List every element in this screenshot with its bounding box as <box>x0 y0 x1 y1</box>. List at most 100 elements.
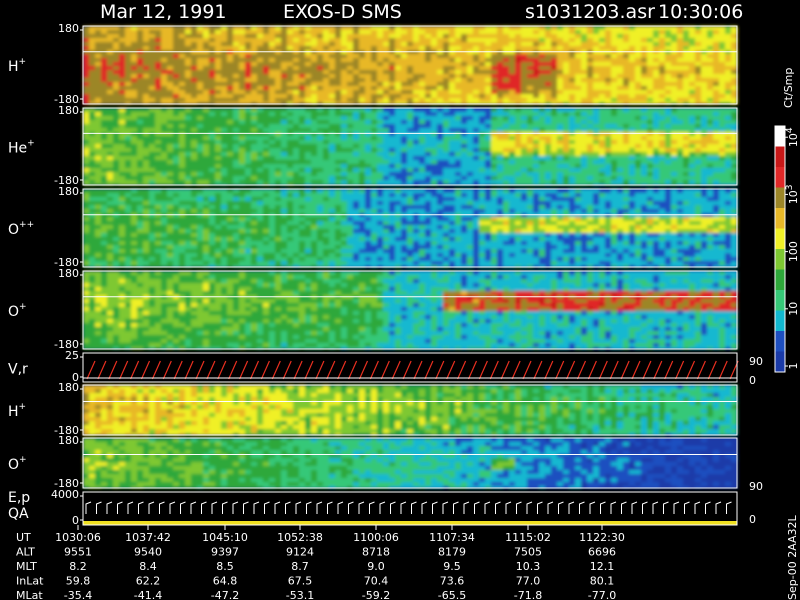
heatmap-cell <box>605 176 612 181</box>
heatmap-cell <box>209 180 216 185</box>
heatmap-cell <box>629 66 636 71</box>
heatmap-cell <box>389 78 396 83</box>
heatmap-cell <box>131 50 138 55</box>
heatmap-cell <box>173 132 180 137</box>
heatmap-cell <box>221 98 228 103</box>
heatmap-cell <box>185 120 192 125</box>
heatmap-cell <box>449 34 456 39</box>
heatmap-cell <box>329 140 336 145</box>
heatmap-cell <box>311 70 318 75</box>
heatmap-cell <box>167 233 174 238</box>
heatmap-cell <box>209 201 216 206</box>
heatmap-cell <box>479 38 486 43</box>
heatmap-cell <box>569 38 576 43</box>
heatmap-cell <box>107 98 114 103</box>
heatmap-cell <box>89 189 96 194</box>
heatmap-cell <box>353 66 360 71</box>
heatmap-cell <box>155 217 162 222</box>
heatmap-cell <box>113 217 120 222</box>
heatmap-cell <box>215 90 222 95</box>
heatmap-cell <box>215 86 222 91</box>
heatmap-cell <box>599 98 606 103</box>
heatmap-cell <box>443 144 450 149</box>
heatmap-cell <box>293 132 300 137</box>
heatmap-cell <box>167 98 174 103</box>
heatmap-cell <box>593 50 600 55</box>
heatmap-cell <box>569 62 576 67</box>
heatmap-cell <box>185 148 192 153</box>
heatmap-cell <box>221 86 228 91</box>
heatmap-cell <box>137 144 144 149</box>
heatmap-cell <box>221 237 228 242</box>
heatmap-cell <box>251 90 258 95</box>
heatmap-cell <box>257 58 264 63</box>
heatmap-cell <box>365 152 372 157</box>
heatmap-cell <box>83 229 90 234</box>
heatmap-cell <box>443 62 450 67</box>
heatmap-cell <box>641 62 648 67</box>
heatmap-cell <box>173 66 180 71</box>
heatmap-cell <box>137 54 144 59</box>
heatmap-cell <box>113 30 120 35</box>
heatmap-cell <box>185 233 192 238</box>
heatmap-cell <box>419 54 426 59</box>
heatmap-cell <box>311 164 318 169</box>
heatmap-cell <box>383 38 390 43</box>
heatmap-cell <box>485 82 492 87</box>
heatmap-cell <box>395 136 402 141</box>
heatmap-cell <box>233 108 240 113</box>
heatmap-cell <box>677 116 684 121</box>
heatmap-cell <box>233 62 240 67</box>
heatmap-cell <box>143 136 150 141</box>
heatmap-cell <box>455 176 462 181</box>
heatmap-cell <box>83 34 90 39</box>
heatmap-cell <box>215 120 222 125</box>
heatmap-cell <box>455 180 462 185</box>
heatmap-cell <box>473 124 480 129</box>
heatmap-cell <box>695 42 702 47</box>
heatmap-cell <box>551 46 558 51</box>
heatmap-cell <box>455 38 462 43</box>
heatmap-cell <box>497 172 504 177</box>
heatmap-cell <box>701 168 708 173</box>
heatmap-cell <box>107 221 114 226</box>
heatmap-cell <box>641 86 648 91</box>
heatmap-cell <box>251 197 258 202</box>
heatmap-cell <box>533 180 540 185</box>
heatmap-cell <box>515 26 522 31</box>
heatmap-cell <box>167 38 174 43</box>
heatmap-cell <box>185 66 192 71</box>
heatmap-cell <box>683 128 690 133</box>
heatmap-cell <box>203 50 210 55</box>
heatmap-cell <box>491 62 498 67</box>
heatmap-cell <box>449 46 456 51</box>
heatmap-cell <box>95 46 102 51</box>
heatmap-cell <box>209 136 216 141</box>
heatmap-cell <box>101 132 108 137</box>
heatmap-cell <box>371 46 378 51</box>
heatmap-cell <box>215 152 222 157</box>
heatmap-cell <box>449 172 456 177</box>
heatmap-cell <box>533 156 540 161</box>
heatmap-cell <box>353 38 360 43</box>
heatmap-cell <box>647 54 654 59</box>
heatmap-cell <box>611 176 618 181</box>
heatmap-cell <box>119 70 126 75</box>
heatmap-cell <box>581 116 588 121</box>
heatmap-cell <box>473 116 480 121</box>
heatmap-cell <box>647 74 654 79</box>
heatmap-cell <box>365 156 372 161</box>
heatmap-cell <box>407 66 414 71</box>
heatmap-cell <box>569 102 576 105</box>
heatmap-cell <box>263 112 270 117</box>
heatmap-cell <box>233 120 240 125</box>
heatmap-cell <box>515 46 522 51</box>
heatmap-cell <box>593 34 600 39</box>
heatmap-cell <box>719 58 726 63</box>
heatmap-cell <box>503 164 510 169</box>
heatmap-cell <box>125 78 132 83</box>
heatmap-cell <box>83 112 90 117</box>
heatmap-cell <box>731 148 738 153</box>
heatmap-cell <box>197 74 204 79</box>
heatmap-cell <box>491 30 498 35</box>
